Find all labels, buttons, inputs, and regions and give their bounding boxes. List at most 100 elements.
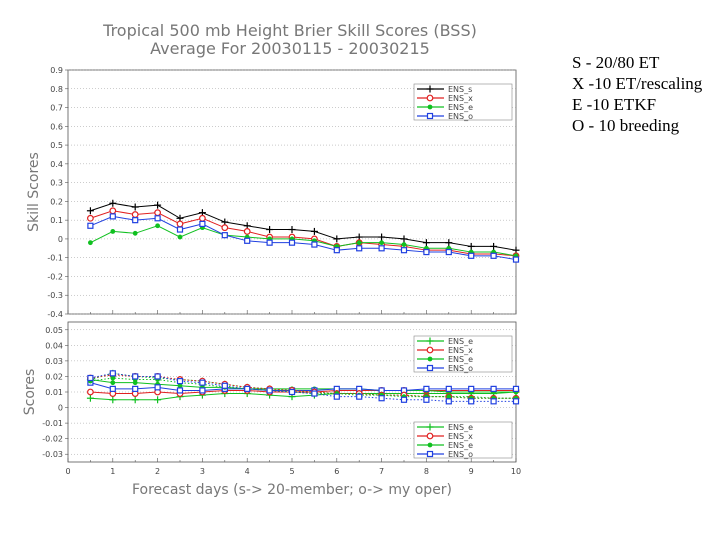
upper-ytick-label-5: 0.1 (50, 216, 63, 225)
upper-series-2-point-14 (401, 242, 407, 247)
upper-ytick-label-8: 0.4 (50, 160, 63, 169)
upper-series-3-point-17 (468, 252, 475, 259)
upper-series-3-point-4 (176, 226, 184, 233)
lower-ytick-label-6: 0.03 (45, 357, 63, 366)
lower-series-2-line (90, 379, 516, 393)
lower-series-0-line (90, 391, 517, 401)
upper-ytick-label-9: 0.5 (50, 141, 63, 150)
lower-series-7-point-5 (199, 379, 206, 386)
lower-series-0-point-0 (86, 394, 94, 402)
lower-series-0-point-1 (109, 396, 117, 404)
lower-legend-0-label-0: ENS_e (448, 337, 473, 346)
upper-series-2-point-3 (155, 223, 161, 229)
lower-series-7-point-1 (109, 370, 116, 377)
lower-ytick-label-2: -0.01 (42, 419, 63, 428)
upper-y-axis-label: Skill Scores (26, 152, 42, 232)
lower-ytick-label-3: 0 (58, 404, 63, 413)
lower-legend-0-label-3: ENS_o (448, 364, 473, 373)
lower-x-axis-label: Forecast days (s-> 20-member; o-> my ope… (132, 482, 452, 498)
upper-series-1-point-2 (131, 211, 139, 218)
upper-series-0-line (90, 202, 517, 251)
lower-series-3-point-17 (468, 385, 475, 392)
lower-xtick-label-7: 7 (379, 467, 384, 476)
upper-series-0-point-9 (288, 226, 296, 234)
lower-series-7-point-18 (490, 398, 497, 405)
upper-series-3-point-3 (154, 215, 161, 222)
upper-series-2-line (90, 225, 517, 257)
lower-series-7-point-8 (266, 387, 273, 394)
lower-series-7-point-15 (423, 396, 430, 403)
lower-series-0-point-2 (131, 396, 139, 404)
lower-xtick-label-6: 6 (334, 467, 339, 476)
upper-skill-score-panel: -0.4 -0.3 -0.2 -0.1 0 0.1 0.2 0.3 0.4 0.5 0.6 0.7 0.… (26, 66, 520, 319)
lower-series-3-point-16 (445, 385, 452, 392)
upper-series-1-point-1 (109, 207, 117, 215)
upper-ytick-label-1: -0.3 (47, 291, 63, 300)
lower-series-6-point-16 (446, 394, 452, 400)
lower-xtick-label-9: 9 (469, 467, 474, 476)
upper-series-1-point-0 (86, 214, 94, 222)
upper-series-3-point-6 (221, 232, 228, 239)
lower-legend-1-marker-3 (426, 450, 434, 458)
upper-series-3-point-5 (199, 220, 206, 228)
chart-title-line-1: Tropical 500 mb Height Brier Skill Score… (102, 21, 477, 40)
upper-series-3-point-8 (266, 239, 273, 246)
upper-series-3-point-7 (244, 237, 251, 244)
upper-legend-0-marker-0 (426, 85, 434, 93)
lower-series-7-point-16 (445, 398, 452, 405)
lower-ytick-label-5: 0.02 (45, 372, 63, 381)
upper-ytick-label-13: 0.9 (50, 66, 63, 75)
lower-legend-1-label-3: ENS_o (448, 450, 473, 459)
lower-series-2-point-1 (110, 380, 116, 386)
note-line-e: E -10 ETKF (572, 95, 657, 114)
lower-series-3-point-1 (109, 385, 116, 392)
lower-legend-1-marker-0 (426, 423, 434, 431)
note-line-x: X -10 ET/rescaling (572, 74, 703, 93)
upper-ytick-label-10: 0.6 (50, 122, 63, 131)
upper-ytick-label-0: -0.4 (47, 310, 63, 319)
upper-series-2-point-12 (356, 240, 362, 246)
lower-series-0-point-3 (154, 396, 162, 404)
lower-ytick-label-8: 0.05 (45, 326, 63, 335)
upper-series-3-point-0 (87, 222, 94, 229)
lower-ytick-label-4: 0.01 (45, 388, 63, 397)
upper-ytick-label-2: -0.2 (47, 272, 63, 281)
lower-series-7-point-6 (221, 382, 228, 389)
lower-legend-0-marker-3 (426, 364, 434, 372)
upper-legend-0-marker-3 (426, 112, 434, 120)
lower-xtick-label-5: 5 (289, 467, 294, 476)
note-line-o: O - 10 breeding (572, 116, 680, 135)
lower-xtick-label-8: 8 (424, 467, 429, 476)
lower-legend-1-label-2: ENS_e (448, 441, 473, 450)
lower-series-7-point-3 (154, 373, 161, 380)
upper-series-3-point-15 (423, 248, 430, 256)
lower-series-7-point-7 (244, 385, 251, 392)
upper-legend-0-label-0: ENS_s (448, 85, 472, 94)
upper-series-1-point-7 (243, 228, 251, 235)
upper-ytick-label-7: 0.3 (50, 179, 63, 188)
upper-series-0-point-2 (131, 203, 139, 211)
experiment-notes: S - 20/80 ET X -10 ET/rescaling E -10 ET… (572, 52, 720, 136)
lower-series-1-point-0 (86, 388, 94, 396)
lower-series-7-point-19 (512, 398, 520, 405)
upper-series-2-point-4 (177, 234, 183, 240)
upper-series-3-line (90, 215, 517, 261)
lower-legend-1-marker-2 (427, 442, 433, 448)
upper-series-0-point-15 (422, 239, 430, 247)
lower-xtick-label-1: 1 (110, 467, 115, 476)
upper-ytick-label-4: 0 (58, 235, 63, 244)
lower-series-7-point-14 (400, 396, 408, 403)
upper-legend-0-marker-1 (426, 94, 434, 102)
upper-legend-0-label-2: ENS_e (448, 103, 473, 112)
upper-series-3-point-18 (490, 252, 497, 259)
upper-series-3-point-1 (109, 213, 116, 220)
upper-series-2-point-13 (379, 240, 384, 246)
upper-series-0-point-8 (266, 226, 274, 234)
upper-series-0-point-14 (400, 235, 408, 243)
upper-legend-0-label-3: ENS_o (448, 112, 473, 121)
lower-ytick-label-0: -0.03 (42, 450, 63, 459)
upper-series-3-point-16 (445, 248, 452, 256)
lower-score-panel: -0.03 -0.02 -0.01 0 0.01 0.02 0.03 0.04 0.05 0 1 2 3… (22, 321, 521, 498)
upper-series-0-point-13 (378, 233, 386, 241)
